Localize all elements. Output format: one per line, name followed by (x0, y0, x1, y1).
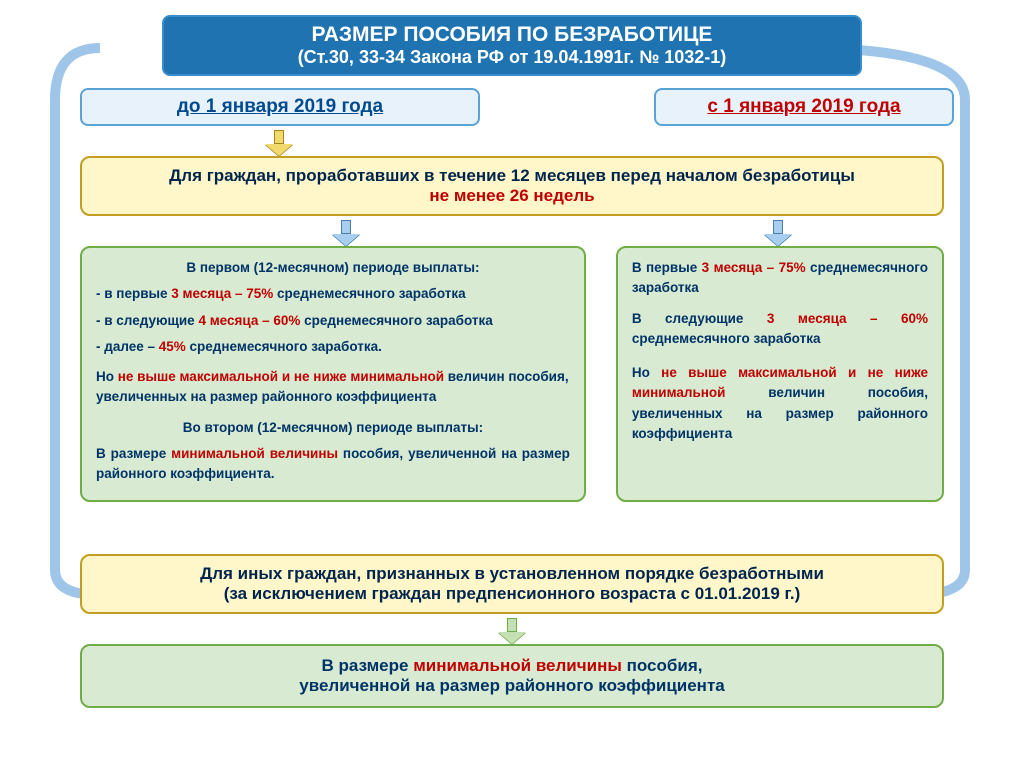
title-sub: (Ст.30, 33-34 Закона РФ от 19.04.1991г. … (184, 47, 840, 68)
left-bullet-2: - в следующие 4 месяца – 60% среднемесяч… (96, 311, 570, 331)
other-line2: (за исключением граждан предпенсионного … (102, 584, 922, 604)
final-line1: В размере минимальной величины пособия, (102, 656, 922, 676)
arrow-down-icon (332, 220, 360, 246)
arrow-down-icon (265, 130, 293, 156)
left-period2-text: В размере минимальной величины пособия, … (96, 444, 570, 485)
other-line1: Для иных граждан, признанных в установле… (102, 564, 922, 584)
date-after: с 1 января 2019 года (654, 88, 954, 126)
left-bullet-1: - в первые 3 месяца – 75% среднемесячног… (96, 284, 570, 304)
date-after-text: с 1 января 2019 года (707, 96, 900, 117)
left-bullet-3: - далее – 45% среднемесячного заработка. (96, 337, 570, 357)
period1-title: В первом (12-месячном) периоде выплаты: (96, 258, 570, 278)
arrow-down-icon (498, 618, 526, 644)
other-citizens-box: Для иных граждан, признанных в установле… (80, 554, 944, 614)
criteria-line1: Для граждан, проработавших в течение 12 … (102, 166, 922, 186)
right-bullet-2: В следующие 3 месяца – 60% среднемесячно… (632, 309, 928, 350)
left-panel: В первом (12-месячном) периоде выплаты: … (80, 246, 586, 502)
left-limit: Но не выше максимальной и не ниже минима… (96, 367, 570, 408)
right-limit: Но не выше максимальной и не ниже минима… (632, 363, 928, 444)
date-before-text: до 1 января 2019 года (177, 96, 383, 117)
right-panel: В первые 3 месяца – 75% среднемесячного … (616, 246, 944, 502)
title-main: РАЗМЕР ПОСОБИЯ ПО БЕЗРАБОТИЦЕ (184, 23, 840, 47)
criteria-line2: не менее 26 недель (102, 186, 922, 206)
final-box: В размере минимальной величины пособия, … (80, 644, 944, 708)
final-line2: увеличенной на размер районного коэффици… (102, 676, 922, 696)
right-bullet-1: В первые 3 месяца – 75% среднемесячного … (632, 258, 928, 299)
date-before: до 1 января 2019 года (80, 88, 480, 126)
arrow-down-icon (764, 220, 792, 246)
title-box: РАЗМЕР ПОСОБИЯ ПО БЕЗРАБОТИЦЕ (Ст.30, 33… (162, 15, 862, 76)
period2-title: Во втором (12-месячном) периоде выплаты: (96, 418, 570, 438)
criteria-box: Для граждан, проработавших в течение 12 … (80, 156, 944, 216)
